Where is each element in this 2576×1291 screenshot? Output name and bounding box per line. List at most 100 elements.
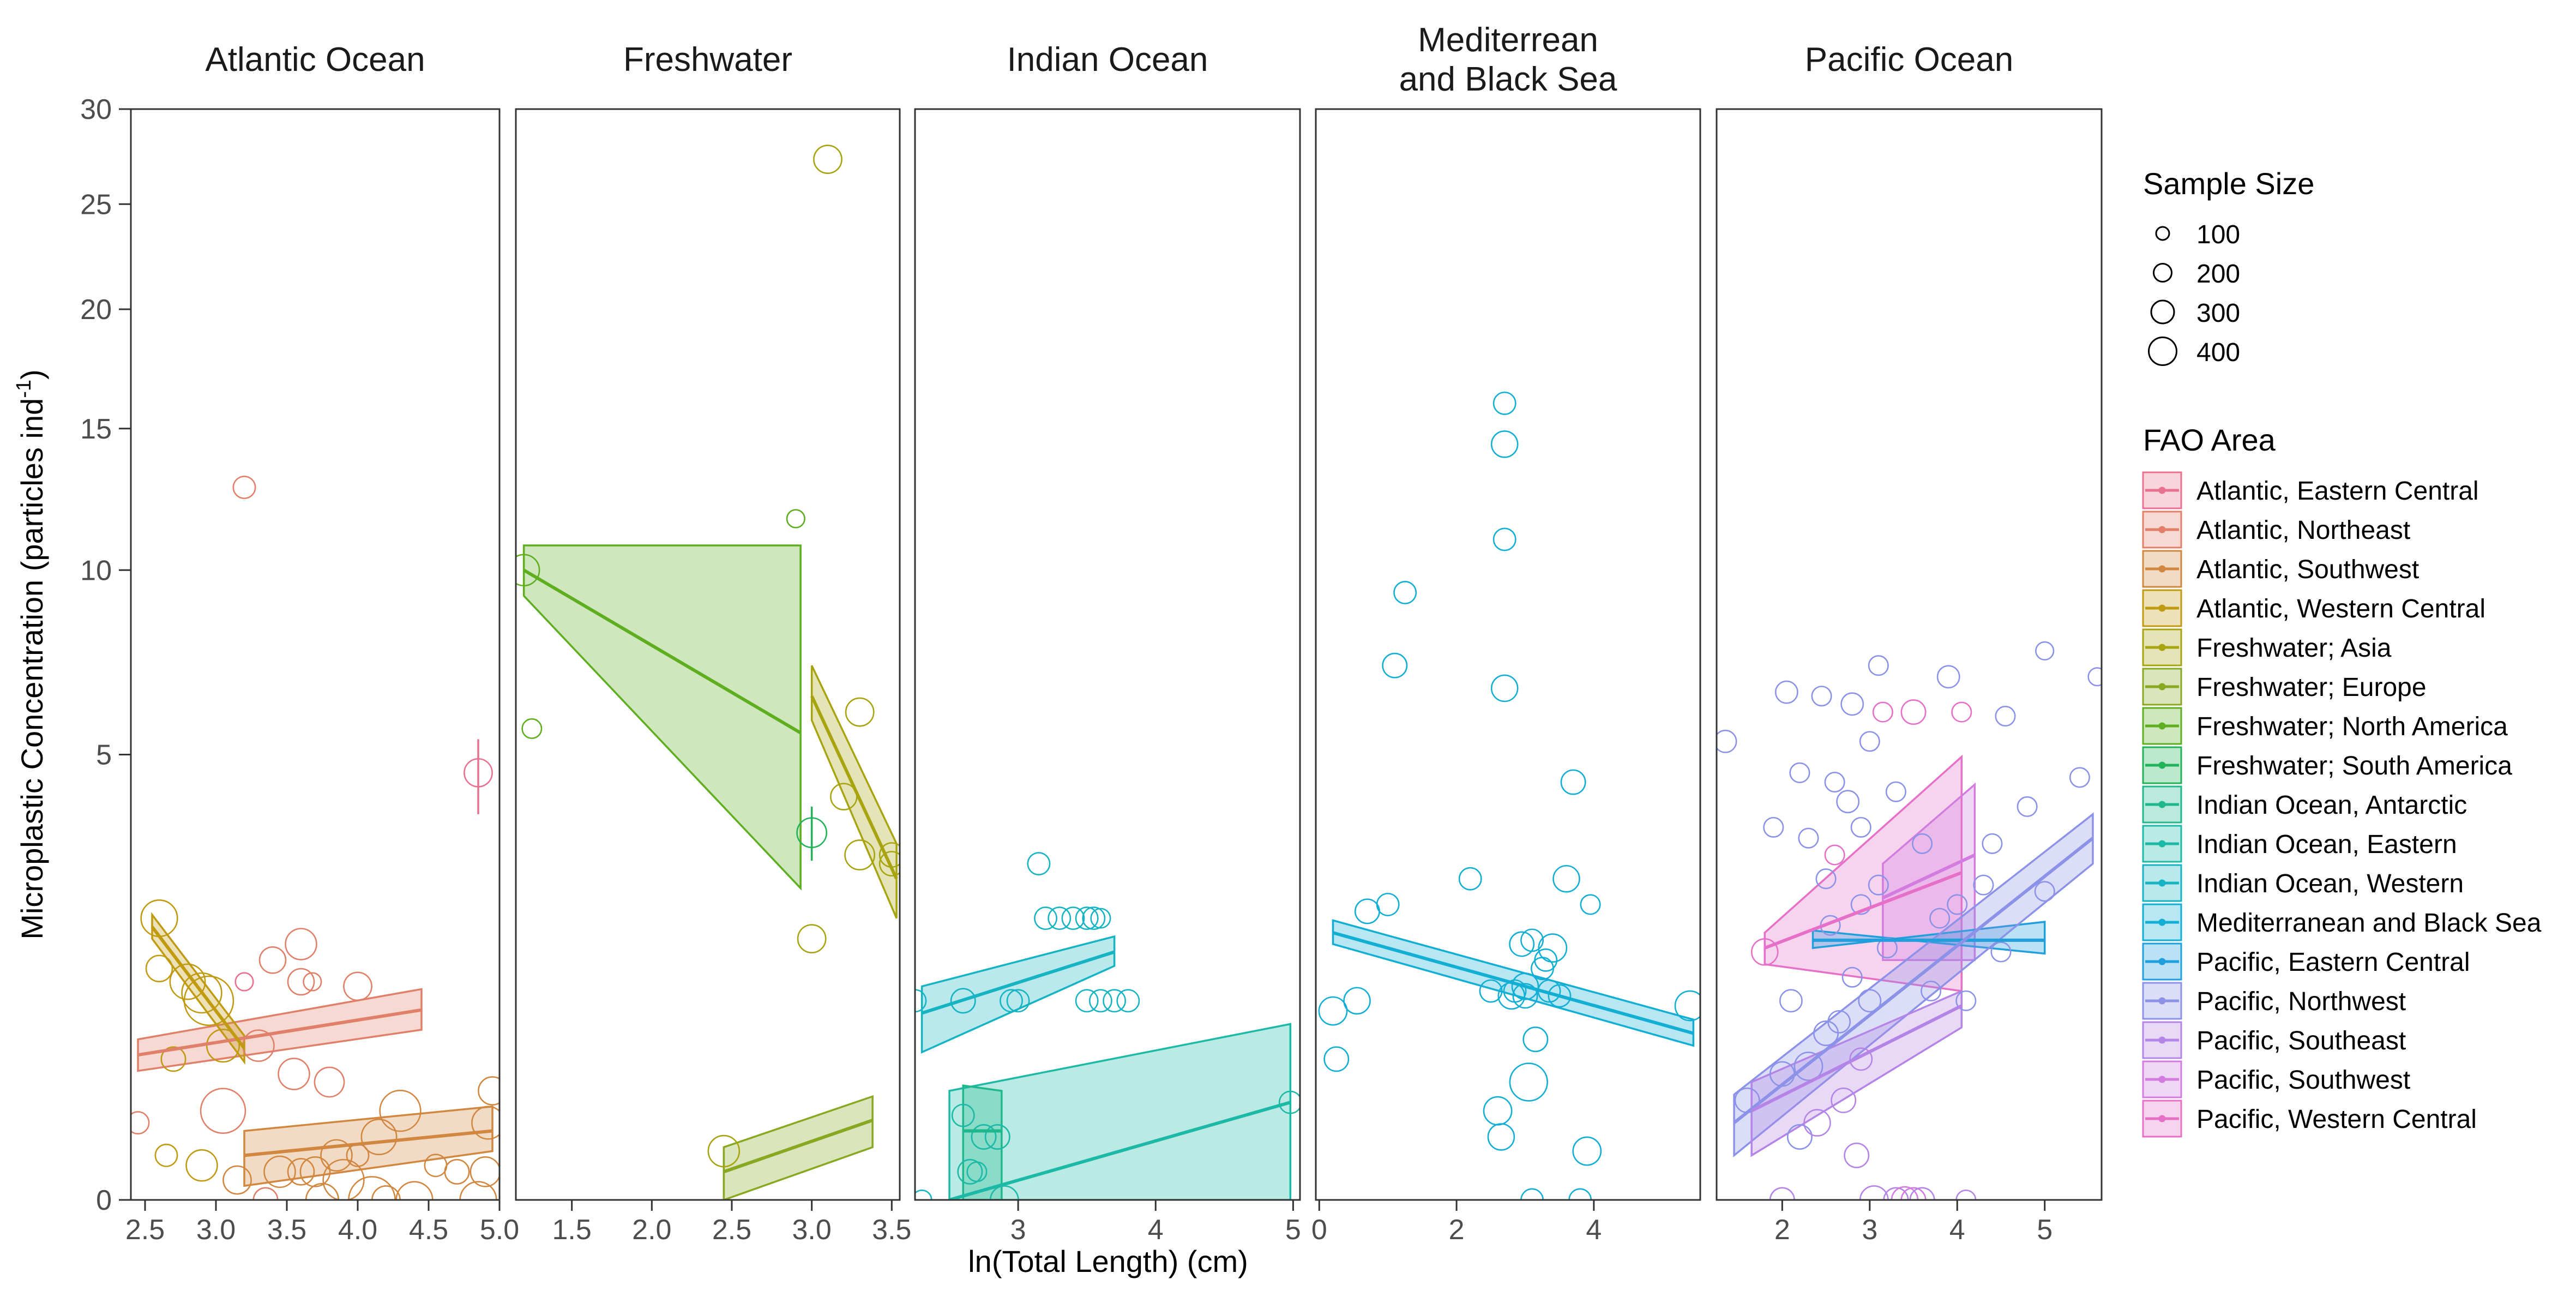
confidence-band: [962, 1084, 1003, 1200]
color-legend-label: Freshwater; Asia: [2196, 634, 2392, 663]
data-point: [1354, 898, 1380, 924]
plot-area: [516, 145, 900, 1200]
data-point: [1088, 989, 1112, 1013]
facet-panel: Indian Ocean 3 4 5: [914, 41, 1301, 1246]
color-legend-dot: [2158, 879, 2166, 887]
data-point: [181, 972, 222, 1014]
fit-line: [1764, 871, 1963, 950]
x-tick-label: 2: [1449, 1214, 1465, 1246]
data-point: [1487, 1123, 1515, 1151]
data-point: [1824, 772, 1845, 793]
y-tick-label: 30: [80, 94, 112, 125]
data-point: [1876, 938, 1898, 959]
data-point: [303, 972, 322, 992]
data-point: [1382, 652, 1408, 678]
data-point: [169, 963, 206, 1000]
data-point: [1323, 1046, 1350, 1072]
data-point: [1492, 391, 1516, 415]
size-legend-key: [2153, 263, 2172, 283]
size-legend-label: 200: [2196, 260, 2240, 289]
data-point: [222, 1165, 252, 1195]
data-point: [2017, 796, 2038, 817]
data-point: [1483, 1096, 1513, 1126]
data-point: [1509, 931, 1535, 957]
data-point: [1717, 729, 1737, 753]
fit-line: [921, 950, 1115, 1015]
data-point: [1891, 1186, 1919, 1200]
data-point: [343, 971, 372, 1001]
fit-line: [723, 1119, 874, 1174]
data-point: [1921, 980, 1942, 1002]
data-point: [966, 1161, 988, 1182]
data-point: [1490, 430, 1519, 458]
data-point: [1560, 769, 1586, 795]
data-point: [305, 1182, 340, 1200]
data-point: [322, 1158, 365, 1200]
data-point: [1798, 827, 1819, 849]
plot-area: [915, 852, 1300, 1200]
confidence-band: [723, 1095, 874, 1200]
data-point: [1995, 706, 2016, 727]
data-point: [1343, 987, 1371, 1015]
data-point: [232, 476, 256, 500]
y-tick-label: 0: [96, 1185, 112, 1216]
x-tick-label: 4.5: [409, 1214, 448, 1246]
data-point: [154, 1143, 178, 1167]
color-legend-label: Indian Ocean, Western: [2196, 869, 2464, 898]
x-tick-label: 5: [2037, 1214, 2053, 1246]
size-legend-label: 300: [2196, 299, 2240, 328]
data-point: [786, 509, 805, 529]
data-point: [1568, 1188, 1592, 1200]
data-point: [950, 988, 976, 1014]
data-point: [2035, 641, 2055, 660]
data-point: [258, 946, 287, 974]
y-axis: 0 5 10 15 20 25 30: [80, 94, 131, 1216]
data-point: [1509, 1062, 1548, 1102]
color-legend-title: FAO Area: [2143, 423, 2276, 457]
fit-line: [1733, 837, 2094, 1124]
data-point: [1534, 948, 1558, 972]
data-point: [234, 972, 254, 992]
x-tick-label: 2.5: [712, 1214, 751, 1246]
data-point: [2069, 767, 2090, 788]
y-tick-label: 10: [80, 555, 112, 586]
data-point: [1885, 781, 1906, 802]
data-point: [1936, 665, 1960, 689]
facet-title: Pacific Ocean: [1805, 41, 2014, 79]
x-tick-label: 5.0: [480, 1214, 519, 1246]
data-point: [1458, 867, 1482, 891]
color-legend-dot: [2158, 1036, 2166, 1044]
data-point: [1393, 581, 1417, 604]
data-point: [478, 1076, 499, 1106]
data-point: [2087, 667, 2102, 687]
data-point: [1850, 816, 1871, 838]
data-point: [1318, 996, 1348, 1026]
data-point: [1955, 990, 1977, 1011]
data-point: [1990, 941, 2012, 963]
data-point: [845, 697, 875, 727]
x-tick-label: 3.5: [267, 1214, 306, 1246]
data-point: [1811, 686, 1832, 707]
data-point: [1075, 989, 1099, 1013]
facet-title: Indian Ocean: [1007, 41, 1208, 79]
data-point: [278, 1058, 310, 1090]
y-axis-title: Microplastic Concentration (particles in…: [13, 369, 49, 939]
size-legend-key: [2148, 337, 2177, 366]
data-point: [1859, 731, 1880, 752]
data-point: [320, 1139, 353, 1172]
color-legend-dot: [2158, 1076, 2166, 1083]
data-point: [1520, 1188, 1544, 1200]
data-point: [1572, 1136, 1602, 1166]
x-tick-label: 3.5: [872, 1214, 911, 1246]
color-legend-label: Freshwater; South America: [2196, 752, 2512, 780]
data-point: [1278, 1090, 1300, 1114]
color-legend-dot: [2158, 722, 2166, 730]
x-axis-title: ln(Total Length) (cm): [968, 1244, 1248, 1278]
size-legend-key: [2155, 226, 2170, 241]
data-point: [1850, 894, 1871, 915]
y-tick-label: 25: [80, 189, 112, 220]
data-point: [1815, 868, 1837, 890]
x-tick-label: 5: [1285, 1214, 1301, 1246]
confidence-band: [522, 544, 802, 891]
